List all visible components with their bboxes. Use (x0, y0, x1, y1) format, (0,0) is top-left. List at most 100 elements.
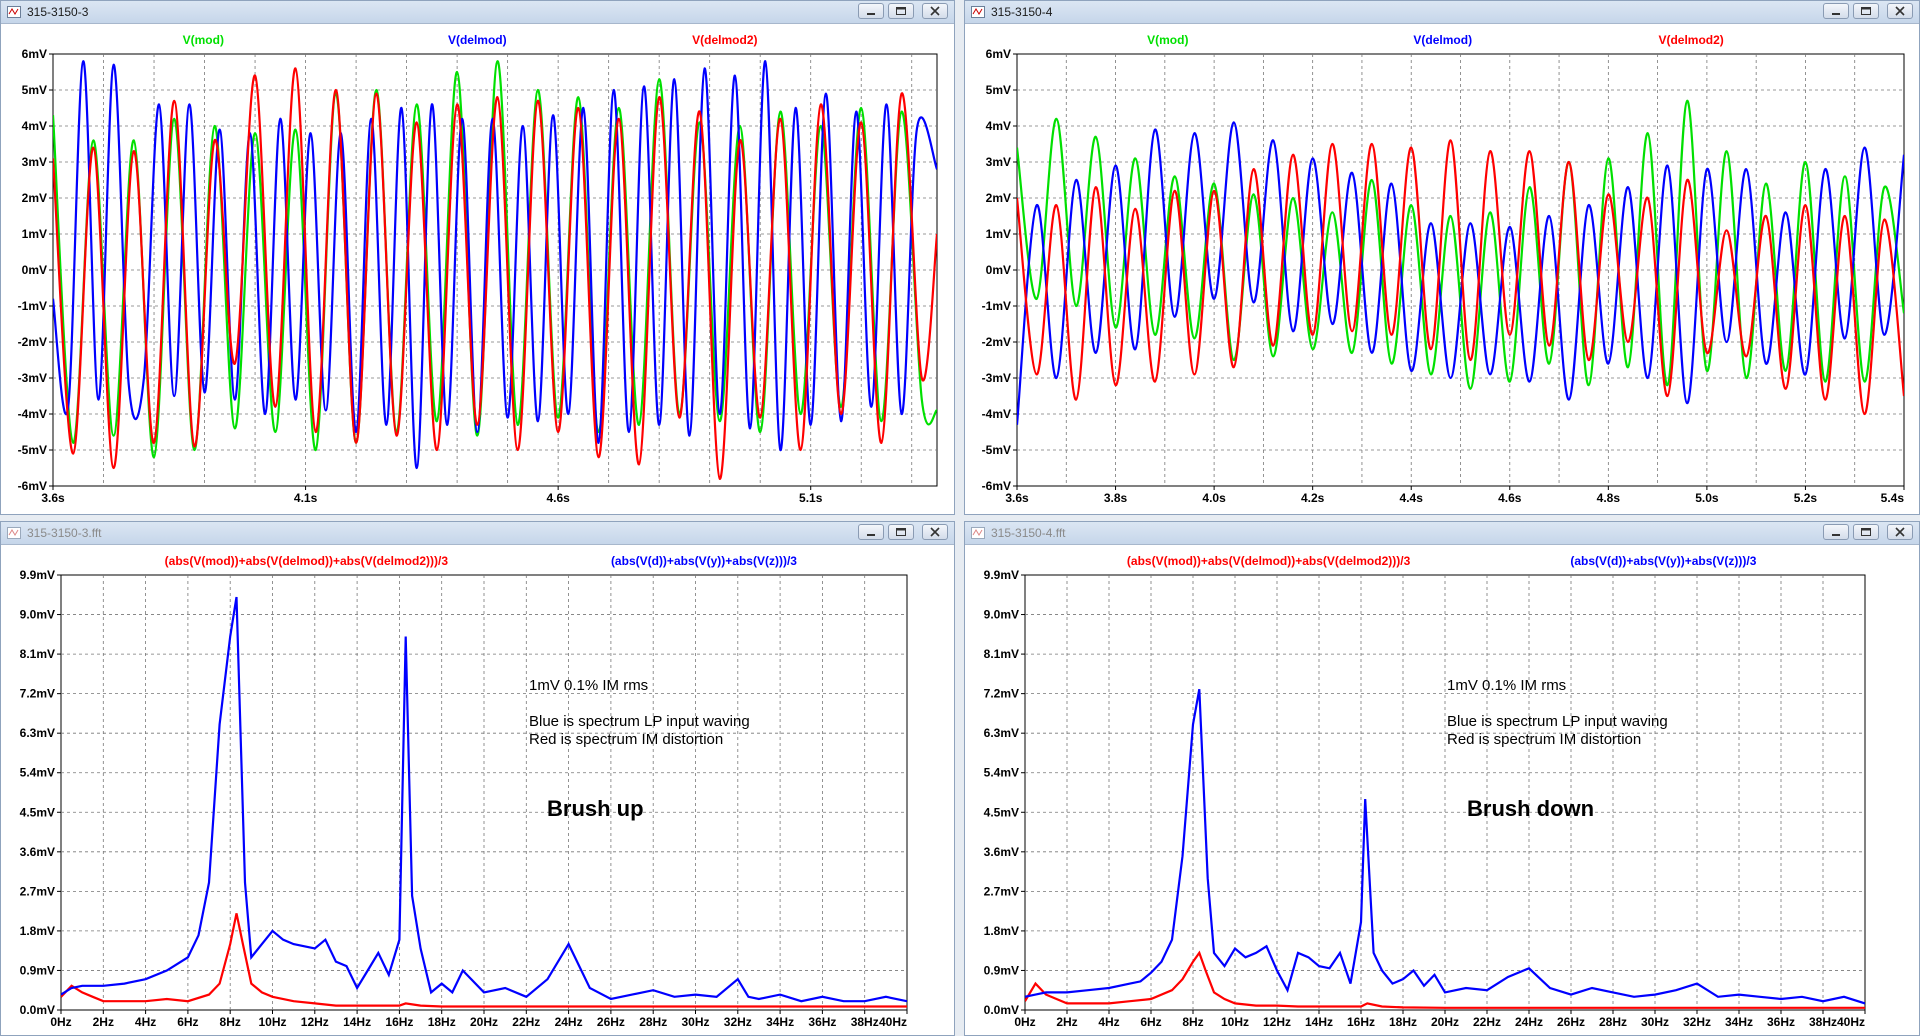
minimize-button[interactable] (1823, 3, 1849, 19)
y-tick-label: 3.6mV (984, 845, 1019, 859)
y-tick-label: 0.0mV (20, 1003, 55, 1017)
y-tick-label: 7.2mV (20, 687, 55, 701)
window-title: 315-3150-3 (27, 5, 89, 19)
fft-plot[interactable]: 9.9mV 9.0mV 8.1mV 7.2mV 6.3mV 5.4mV 4.5mV 3.6mV… (1, 545, 954, 1035)
y-tick-label: 6.3mV (20, 726, 55, 740)
trace-label-abs-v-mod-abs-v-delmod-abs-v-delmod2-3[interactable]: (abs(V(mod))+abs(V(delmod))+abs(V(delmod… (165, 554, 449, 568)
annotation-blue-note: Blue is spectrum LP input waving (529, 713, 750, 730)
x-tick-label: 40Hz (879, 1015, 907, 1029)
x-tick-label: 16Hz (1347, 1015, 1375, 1029)
x-tick-label: 34Hz (766, 1015, 794, 1029)
x-tick-label: 40Hz (1837, 1015, 1865, 1029)
window-title: 315-3150-4 (991, 5, 1053, 19)
waveform-plot[interactable]: 6mV 5mV 4mV 3mV 2mV 1mV 0mV -1mV -2mV -3mV -4mV -5m… (965, 24, 1919, 514)
series-line-abs-v-d-abs-v-y-abs-v-z-3[interactable] (1025, 689, 1865, 1005)
close-button[interactable] (1887, 524, 1913, 540)
x-tick-label: 20Hz (1431, 1015, 1459, 1029)
x-tick-label: 30Hz (681, 1015, 709, 1029)
x-tick-label: 2Hz (1056, 1015, 1077, 1029)
x-tick-label: 12Hz (301, 1015, 329, 1029)
maximize-button[interactable] (1853, 3, 1879, 19)
plot-window-icon (7, 527, 21, 539)
trace-label-v-mod[interactable]: V(mod) (183, 33, 224, 47)
close-button[interactable] (922, 3, 948, 19)
x-tick-label: 3.6s (41, 491, 65, 505)
grid (1025, 575, 1865, 1010)
maximize-button[interactable] (888, 524, 914, 540)
close-button[interactable] (922, 524, 948, 540)
close-button[interactable] (1887, 3, 1913, 19)
trace-label-abs-v-mod-abs-v-delmod-abs-v-delmod2-3[interactable]: (abs(V(mod))+abs(V(delmod))+abs(V(delmod… (1127, 554, 1411, 568)
trace-label-v-delmod[interactable]: V(delmod) (448, 33, 507, 47)
y-tick-label: 9.9mV (984, 568, 1019, 582)
fft-plot[interactable]: 9.9mV 9.0mV 8.1mV 7.2mV 6.3mV 5.4mV 4.5mV 3.6mV… (965, 545, 1919, 1035)
x-tick-label: 22Hz (512, 1015, 540, 1029)
fft-window-1[interactable]: 315-3150-3.fft 9.9mV 9.0mV 8.1mV 7.2mV 6.3mV… (0, 521, 955, 1036)
trace-label-v-mod[interactable]: V(mod) (1147, 33, 1188, 47)
title-bar[interactable]: 315-3150-3 (1, 1, 954, 24)
trace-label-abs-v-d-abs-v-y-abs-v-z-3[interactable]: (abs(V(d))+abs(V(y))+abs(V(z)))/3 (1570, 554, 1756, 568)
x-tick-label: 8Hz (1182, 1015, 1203, 1029)
trace-label-v-delmod[interactable]: V(delmod) (1413, 33, 1472, 47)
title-bar[interactable]: 315-3150-4 (965, 1, 1919, 24)
x-tick-label: 6Hz (177, 1015, 198, 1029)
annotation-red-note: Red is spectrum IM distortion (1447, 731, 1641, 748)
maximize-button[interactable] (888, 3, 914, 19)
waveform-chart[interactable]: 6mV 5mV 4mV 3mV 2mV 1mV 0mV -1mV -2mV -3mV -4mV -5m… (1, 24, 954, 514)
title-bar[interactable]: 315-3150-3.fft (1, 522, 954, 545)
waveform-window-2[interactable]: 315-3150-4 6mV 5mV 4mV 3mV 2mV 1mV 0mV -1mV -2mV… (964, 0, 1920, 515)
y-tick-label: 0.0mV (984, 1003, 1019, 1017)
x-tick-label: 4.8s (1597, 491, 1621, 505)
x-tick-label: 26Hz (597, 1015, 625, 1029)
waveform-window-1[interactable]: 315-3150-3 6mV 5mV 4mV 3mV 2mV 1mV 0mV -1mV -2mV… (0, 0, 955, 515)
x-tick-label: 4.6s (546, 491, 570, 505)
y-tick-label: 0mV (22, 263, 47, 277)
series-line-abs-v-mod-abs-v-delmod-abs-v-delmod2-3[interactable] (61, 913, 907, 1008)
x-tick-label: 10Hz (258, 1015, 286, 1029)
x-tick-label: 8Hz (220, 1015, 241, 1029)
y-tick-label: 1.8mV (984, 924, 1019, 938)
y-tick-label: 3mV (986, 155, 1011, 169)
x-tick-label: 0Hz (1014, 1015, 1035, 1029)
x-tick-label: 5.0s (1695, 491, 1719, 505)
x-tick-label: 4.2s (1301, 491, 1325, 505)
window-title: 315-3150-3.fft (27, 526, 102, 540)
series-line-v-delmod2[interactable] (1017, 139, 1904, 416)
minimize-button[interactable] (858, 3, 884, 19)
series-line-v-delmod2[interactable] (53, 67, 937, 480)
x-tick-label: 2Hz (93, 1015, 114, 1029)
trace-label-v-delmod2[interactable]: V(delmod2) (1658, 33, 1723, 47)
x-tick-label: 0Hz (50, 1015, 71, 1029)
title-bar[interactable]: 315-3150-4.fft (965, 522, 1919, 545)
y-tick-label: -3mV (982, 371, 1011, 385)
series-line-abs-v-mod-abs-v-delmod-abs-v-delmod2-3[interactable] (1025, 950, 1865, 1009)
trace-label-v-delmod2[interactable]: V(delmod2) (692, 33, 757, 47)
fft-window-2[interactable]: 315-3150-4.fft 9.9mV 9.0mV 8.1mV 7.2mV 6.3mV… (964, 521, 1920, 1036)
y-tick-label: 1mV (986, 227, 1011, 241)
x-tick-label: 4Hz (135, 1015, 156, 1029)
minimize-button[interactable] (1823, 524, 1849, 540)
trace-label-abs-v-d-abs-v-y-abs-v-z-3[interactable]: (abs(V(d))+abs(V(y))+abs(V(z)))/3 (611, 554, 797, 568)
x-tick-label: 5.4s (1881, 491, 1905, 505)
y-tick-label: 4.5mV (20, 805, 55, 819)
x-tick-label: 34Hz (1725, 1015, 1753, 1029)
x-tick-label: 3.8s (1104, 491, 1128, 505)
x-tick-label: 36Hz (1767, 1015, 1795, 1029)
waveform-plot[interactable]: 6mV 5mV 4mV 3mV 2mV 1mV 0mV -1mV -2mV -3mV -4mV -5m… (1, 24, 954, 514)
series-line-abs-v-d-abs-v-y-abs-v-z-3[interactable] (61, 596, 907, 1003)
y-tick-label: 4mV (986, 119, 1011, 133)
y-tick-label: 0.9mV (984, 963, 1019, 977)
annotation-brush-state: Brush down (1467, 796, 1594, 821)
fft-chart[interactable]: 9.9mV 9.0mV 8.1mV 7.2mV 6.3mV 5.4mV 4.5mV 3.6mV… (1, 545, 954, 1035)
window-title: 315-3150-4.fft (991, 526, 1066, 540)
series-line-v-delmod[interactable] (53, 60, 937, 470)
minimize-button[interactable] (858, 524, 884, 540)
x-tick-label: 22Hz (1473, 1015, 1501, 1029)
annotation-blue-note: Blue is spectrum LP input waving (1447, 713, 1668, 730)
y-tick-label: 6.3mV (984, 726, 1019, 740)
waveform-chart[interactable]: 6mV 5mV 4mV 3mV 2mV 1mV 0mV -1mV -2mV -3mV -4mV -5m… (965, 24, 1919, 514)
plot-window-icon (7, 6, 21, 18)
y-tick-label: -5mV (982, 443, 1011, 457)
fft-chart[interactable]: 9.9mV 9.0mV 8.1mV 7.2mV 6.3mV 5.4mV 4.5mV 3.6mV… (965, 545, 1919, 1035)
maximize-button[interactable] (1853, 524, 1879, 540)
